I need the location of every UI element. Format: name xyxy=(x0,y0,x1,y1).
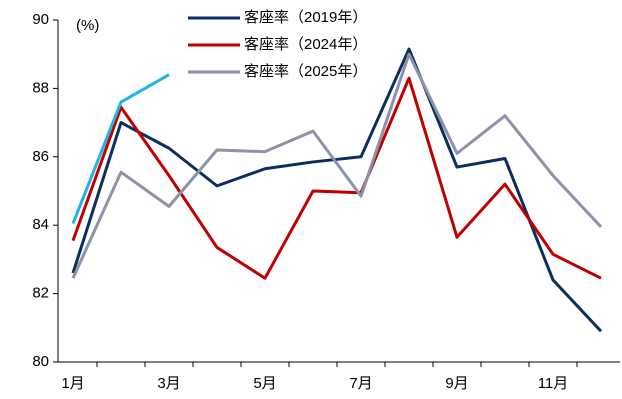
x-tick-label: 3月 xyxy=(157,375,180,392)
y-tick-label: 90 xyxy=(32,11,49,28)
series-line xyxy=(71,47,603,333)
legend-label: 客座率（2025年） xyxy=(244,63,367,80)
y-tick-label: 88 xyxy=(32,79,49,96)
legend-label: 客座率（2024年） xyxy=(244,36,367,53)
x-tick-label: 5月 xyxy=(253,375,276,392)
y-tick-label: 86 xyxy=(32,148,49,165)
x-tick-label: 9月 xyxy=(445,375,468,392)
y-tick-label: 82 xyxy=(32,285,49,302)
y-tick-label: 84 xyxy=(32,216,49,233)
x-tick-label: 1月 xyxy=(61,375,84,392)
legend-label: 客座率（2019年） xyxy=(244,9,367,26)
series-line xyxy=(71,52,603,279)
y-axis-label: (%) xyxy=(76,17,99,34)
y-tick-label: 80 xyxy=(32,353,49,370)
x-tick-label: 11月 xyxy=(538,375,569,392)
series-line xyxy=(71,76,602,280)
x-tick-label: 7月 xyxy=(349,375,372,392)
series-line xyxy=(71,73,170,225)
